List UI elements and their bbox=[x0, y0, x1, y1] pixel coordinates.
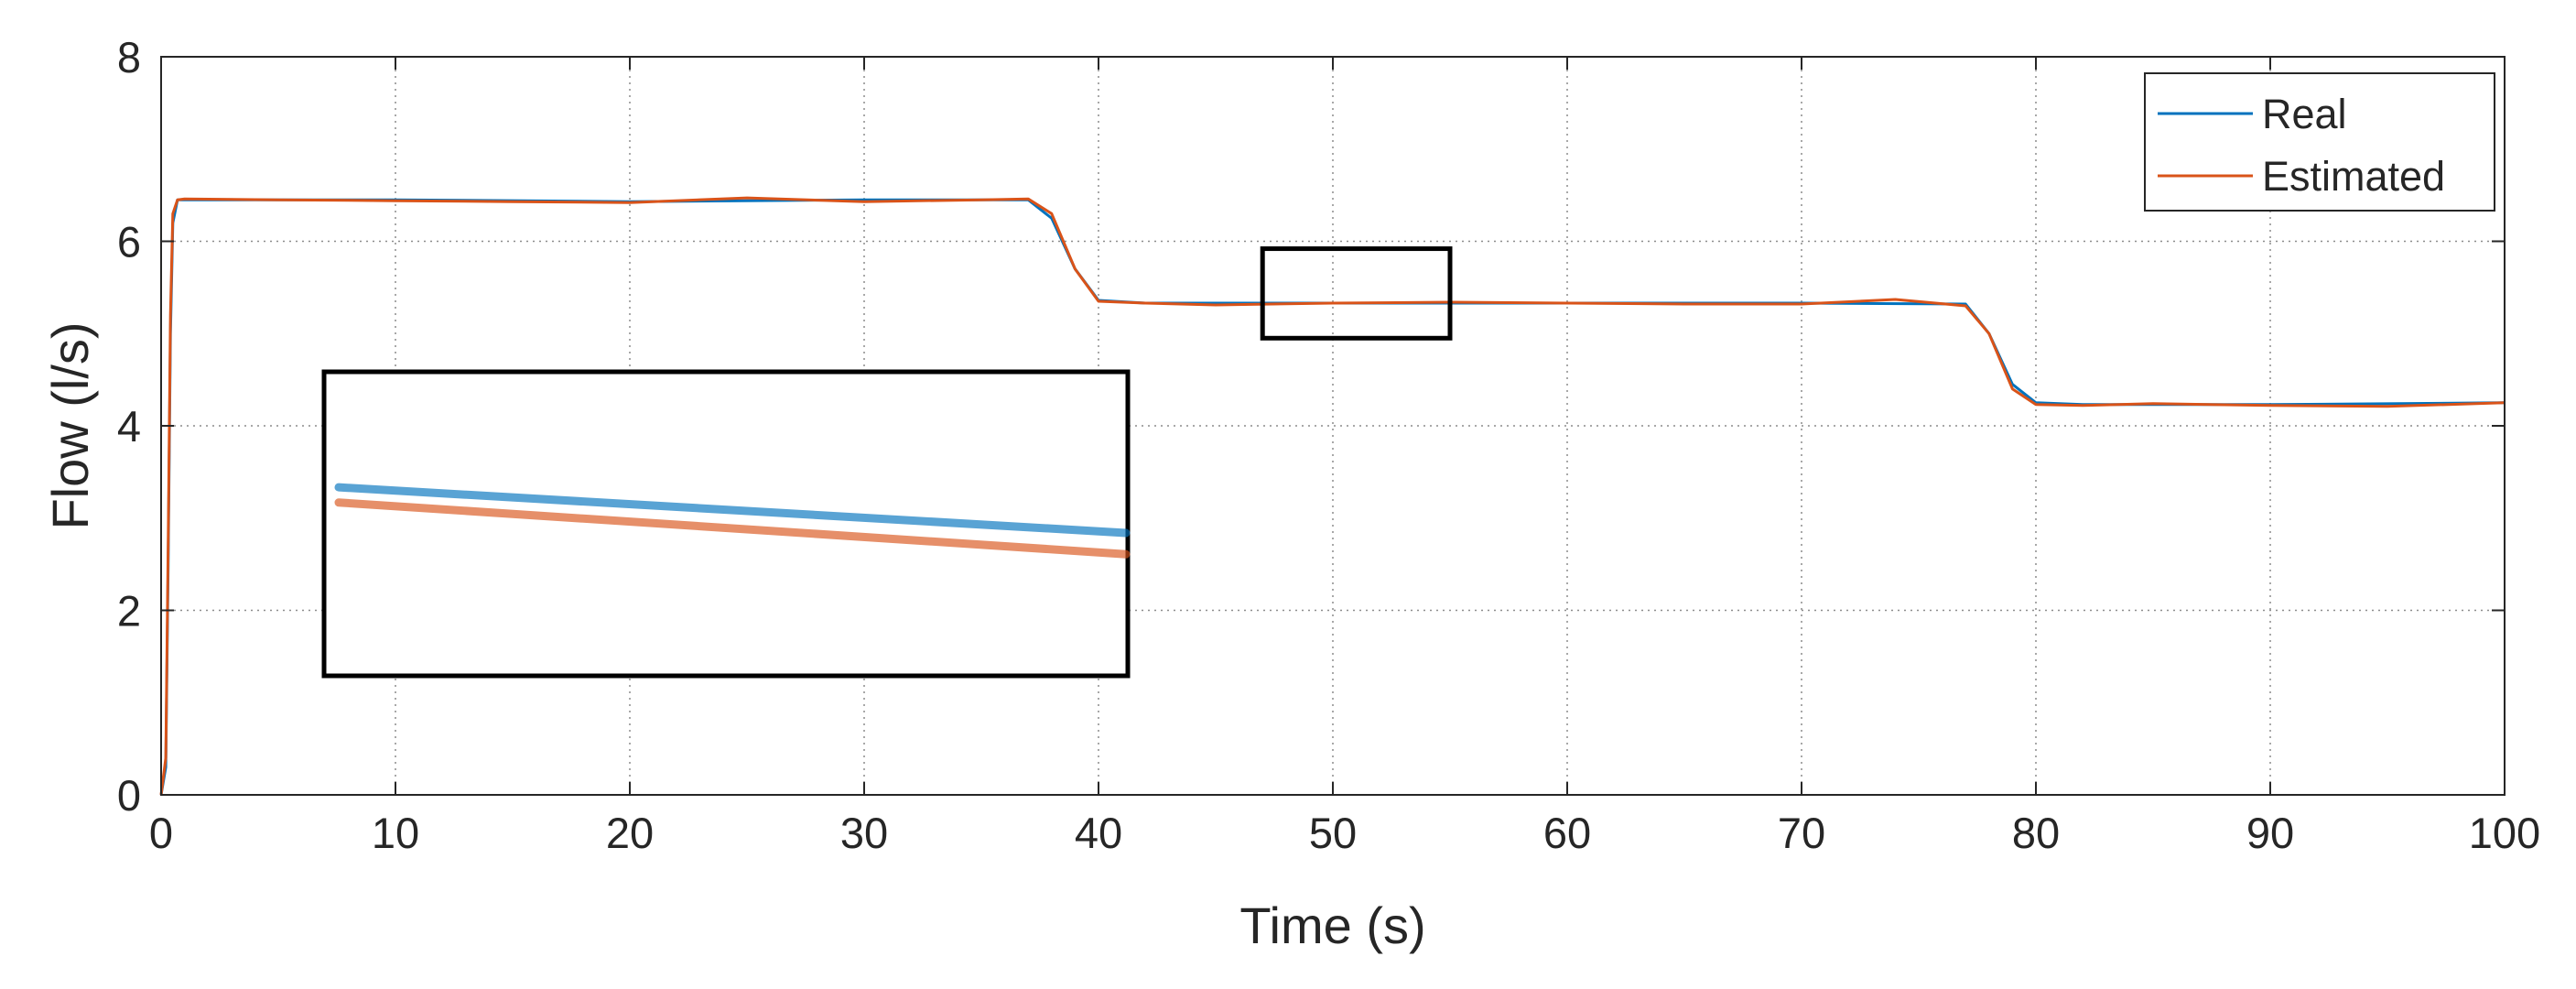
series-line-estimated bbox=[159, 196, 2506, 796]
x-tick-label: 40 bbox=[1075, 809, 1122, 857]
legend-box bbox=[2144, 72, 2495, 212]
y-tick-label: 6 bbox=[117, 218, 141, 266]
y-tick-label: 4 bbox=[117, 402, 141, 451]
x-tick-label: 70 bbox=[1778, 809, 1825, 857]
zoom-highlight-box bbox=[1260, 246, 1453, 341]
x-tick-label: 80 bbox=[2012, 809, 2060, 857]
x-tick-label: 50 bbox=[1309, 809, 1357, 857]
axis-ticks: 0 10 20 30 40 50 60 70 80 90 100 0 2 4 6 8 bbox=[117, 33, 2540, 857]
x-tick-label: 30 bbox=[840, 809, 888, 857]
x-tick-label: 10 bbox=[372, 809, 419, 857]
zoom-inset bbox=[321, 369, 1131, 679]
y-tick-label: 2 bbox=[117, 587, 141, 636]
x-tick-label: 60 bbox=[1543, 809, 1591, 857]
legend-label-estimated: Estimated bbox=[2262, 153, 2445, 200]
y-axis-title: Flow (l/s) bbox=[41, 321, 99, 529]
x-tick-label: 0 bbox=[149, 809, 173, 857]
x-tick-label: 100 bbox=[2469, 809, 2540, 857]
inset-line-estimated bbox=[334, 498, 1131, 559]
legend-label-real: Real bbox=[2262, 91, 2347, 137]
y-tick-label: 0 bbox=[117, 771, 141, 820]
inset-line-real bbox=[334, 483, 1131, 538]
series-lines bbox=[159, 196, 2506, 796]
x-tick-label: 20 bbox=[606, 809, 654, 857]
x-axis-title: Time (s) bbox=[1239, 897, 1425, 954]
x-tick-label: 90 bbox=[2246, 809, 2294, 857]
y-tick-label: 8 bbox=[117, 33, 141, 82]
legend: Real Estimated bbox=[2144, 72, 2495, 212]
